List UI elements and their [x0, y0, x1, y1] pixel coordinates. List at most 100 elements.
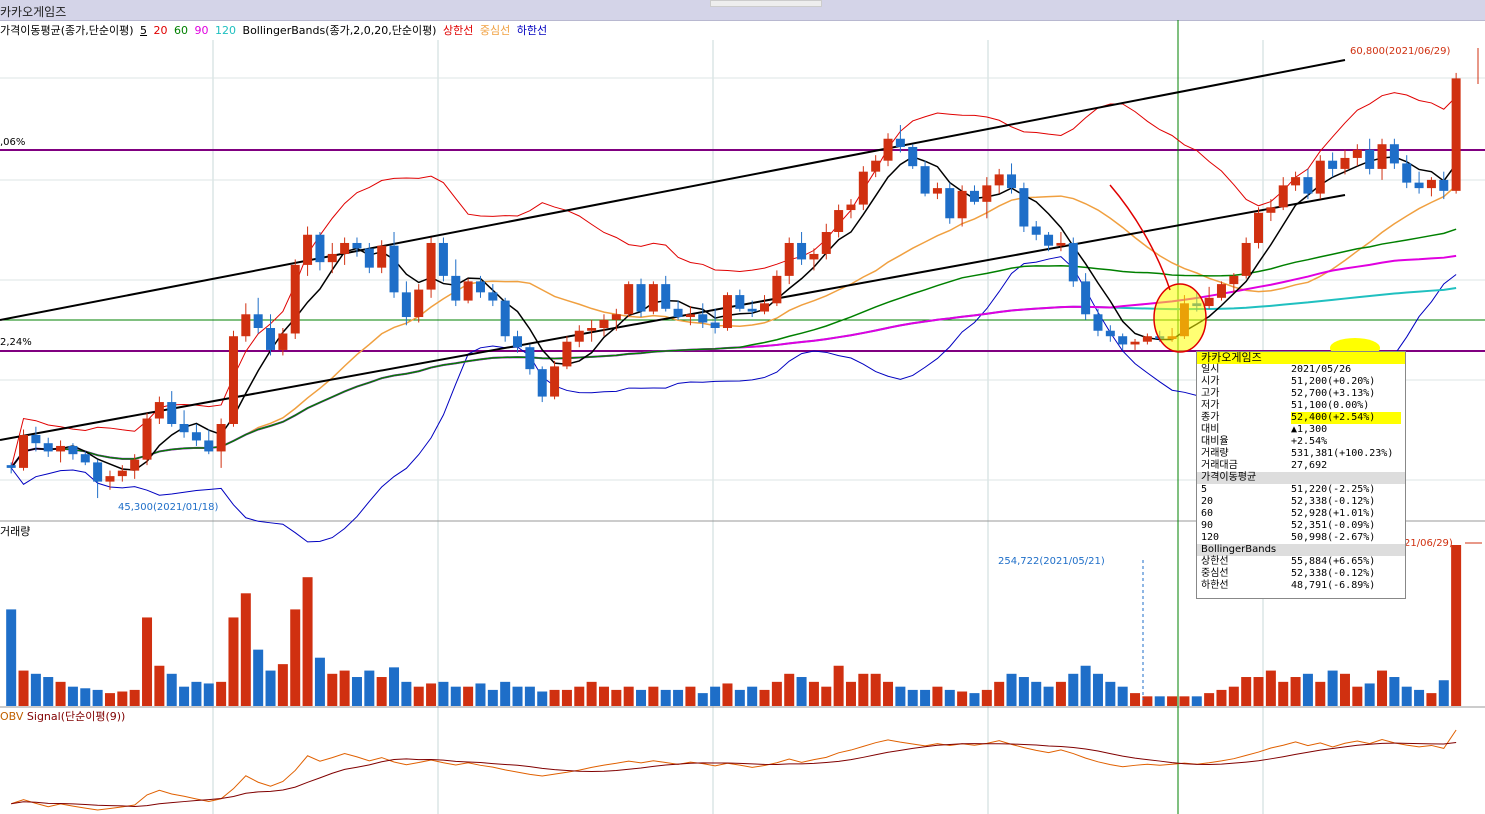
- volume-bar: [117, 691, 128, 706]
- candle-body: [1007, 174, 1017, 189]
- volume-bar: [747, 686, 758, 706]
- volume-bar: [1290, 677, 1301, 706]
- trend-line-lower: [0, 194, 1346, 441]
- candle-body: [340, 242, 350, 254]
- tooltip-row: 거래대금 27,692: [1197, 460, 1405, 472]
- ma-period-120: 120: [215, 24, 237, 37]
- obv-label: OBV: [0, 710, 24, 723]
- volume-bar: [1006, 673, 1017, 706]
- volume-bar: [302, 577, 313, 706]
- tooltip-value: 51,100(0.00%): [1291, 400, 1370, 411]
- volume-bar: [969, 693, 980, 706]
- tooltip-key: 60: [1201, 508, 1214, 519]
- candle-body: [1377, 144, 1387, 169]
- candle-body: [673, 308, 683, 318]
- high-price-label: 60,800(2021/06/29): [1350, 46, 1451, 57]
- candle-body: [93, 462, 103, 482]
- candle-body: [648, 284, 658, 312]
- candle-body: [895, 138, 905, 147]
- volume-bar: [389, 667, 400, 706]
- volume-bar: [895, 686, 906, 706]
- candle-body: [969, 190, 979, 202]
- candle-body: [784, 242, 794, 276]
- volume-bar: [1389, 677, 1400, 706]
- volume-bar: [1191, 696, 1202, 706]
- candle-body: [550, 366, 560, 397]
- candle-body: [1093, 314, 1103, 331]
- ma-period-90: 90: [194, 24, 209, 37]
- volume-bar: [598, 686, 609, 706]
- candle-body: [957, 190, 967, 219]
- tooltip-row: 대비 ▲1,300: [1197, 424, 1405, 436]
- ma-period-60: 60: [174, 24, 189, 37]
- tooltip-row: 거래량 531,381(+100.23%): [1197, 448, 1405, 460]
- volume-bar: [43, 677, 54, 706]
- volume-bar: [623, 686, 634, 706]
- volume-bar: [228, 617, 239, 706]
- candle-body: [6, 465, 16, 468]
- candle-body: [56, 445, 66, 452]
- volume-bar: [932, 686, 943, 706]
- tooltip-row: 고가 52,700(+3.13%): [1197, 388, 1405, 400]
- candle-body: [932, 188, 942, 194]
- volume-bar: [722, 683, 733, 706]
- volume-bar: [685, 686, 696, 706]
- candle-body: [846, 204, 856, 211]
- tooltip-key: 시가: [1201, 376, 1220, 387]
- tooltip-value: 531,381(+100.23%): [1291, 448, 1394, 459]
- candle-body: [1081, 281, 1091, 315]
- candle-body: [1056, 242, 1066, 246]
- volume-bar: [154, 665, 165, 706]
- candle-body: [1414, 182, 1424, 189]
- volume-bar: [401, 681, 412, 706]
- scroll-indicator[interactable]: [710, 0, 822, 7]
- candle-body: [920, 166, 930, 194]
- candle-body: [747, 308, 757, 312]
- tooltip-value: 51,200(+0.20%): [1291, 376, 1376, 387]
- volume-bar: [821, 686, 832, 706]
- candle-body: [167, 402, 177, 424]
- trend-line-upper: [0, 59, 1346, 321]
- candle-body: [117, 470, 127, 477]
- volume-bar: [1352, 686, 1363, 706]
- candle-body: [525, 347, 535, 370]
- candle-body: [722, 295, 732, 328]
- volume-bar: [1253, 677, 1264, 706]
- candle-body: [636, 284, 646, 312]
- volume-bar: [636, 689, 647, 706]
- tooltip-row: 시가 51,200(+0.20%): [1197, 376, 1405, 388]
- volume-bar: [1117, 686, 1128, 706]
- volume-bar: [1018, 677, 1029, 706]
- tooltip-key: 상한선: [1201, 556, 1229, 567]
- volume-bar: [1080, 665, 1091, 706]
- candle-body: [624, 284, 634, 315]
- annotation-arrow: [1109, 184, 1171, 291]
- tooltip-key: 종가: [1201, 412, 1220, 423]
- volume-bar: [438, 681, 449, 706]
- candle-body: [266, 328, 276, 350]
- volume-bar: [55, 681, 66, 706]
- highlight-ellipse: [1153, 283, 1207, 353]
- candle-body: [883, 138, 893, 161]
- tooltip-key: 90: [1201, 520, 1214, 531]
- candle-body: [1315, 160, 1325, 194]
- volume-bar: [203, 683, 214, 706]
- tooltip-row: 60 52,928(+1.01%): [1197, 508, 1405, 520]
- candle-body: [1328, 160, 1338, 169]
- candle-body: [500, 300, 510, 337]
- candle-body: [488, 292, 498, 301]
- volume-bar: [796, 677, 807, 706]
- volume-bar: [265, 670, 276, 706]
- volume-bar: [574, 686, 585, 706]
- candle-body: [303, 234, 313, 265]
- volume-bar: [80, 688, 91, 706]
- candle-body: [228, 336, 238, 424]
- candle-body: [475, 281, 485, 293]
- tooltip-row: 5 51,220(-2.25%): [1197, 484, 1405, 496]
- candle-body: [562, 341, 572, 367]
- volume-bar: [314, 657, 325, 706]
- candle-body: [945, 188, 955, 219]
- volume-bar: [1167, 696, 1178, 706]
- tooltip-value: 52,700(+3.13%): [1291, 388, 1376, 399]
